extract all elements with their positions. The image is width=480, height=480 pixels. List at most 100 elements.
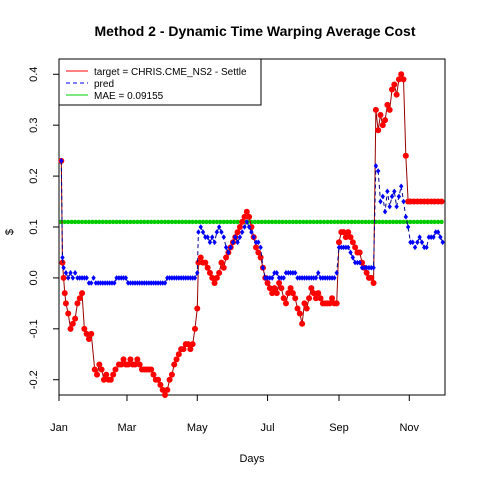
target-point <box>393 91 400 98</box>
mae-point <box>231 219 237 225</box>
pred-point <box>70 275 76 281</box>
target-point <box>62 300 69 307</box>
pred-point <box>148 280 154 286</box>
pred-point <box>431 234 436 240</box>
pred-point <box>89 280 94 286</box>
target-point <box>306 295 313 302</box>
pred-point <box>142 280 147 286</box>
pred-point <box>260 264 266 271</box>
pred-point <box>139 280 145 286</box>
mae-point <box>356 219 361 225</box>
mae-point <box>263 219 268 225</box>
mae-point <box>218 219 223 225</box>
target-point <box>382 117 389 124</box>
target-point <box>289 290 296 297</box>
pred-point <box>269 275 275 281</box>
mae-point <box>346 219 351 225</box>
pred-point <box>258 244 263 251</box>
mae-point <box>197 219 202 225</box>
mae-point <box>349 219 354 225</box>
target-point <box>352 244 359 251</box>
x-tick-label: May <box>187 422 208 434</box>
pred-point <box>410 239 415 246</box>
pred-point <box>272 270 277 276</box>
target-point <box>287 285 294 292</box>
target-point <box>173 356 180 363</box>
pred-point <box>66 275 71 281</box>
pred-point <box>325 275 330 281</box>
target-point <box>94 371 101 378</box>
target-point <box>239 218 246 225</box>
mae-point <box>283 219 289 225</box>
pred-point <box>172 275 177 281</box>
pred-point <box>214 229 220 235</box>
target-point <box>209 274 216 281</box>
target-point <box>185 341 192 348</box>
pred-point <box>207 239 213 246</box>
mae-point <box>100 219 105 225</box>
pred-point <box>438 234 443 240</box>
pred-point <box>382 208 388 215</box>
pred-point <box>440 239 445 246</box>
pred-point <box>435 229 441 235</box>
target-point <box>264 280 271 286</box>
target-point <box>65 310 72 317</box>
pred-point <box>422 244 427 251</box>
pred-point <box>357 259 362 266</box>
pred-point <box>299 275 305 281</box>
mae-point <box>394 219 399 225</box>
target-point <box>243 208 250 215</box>
pred-point <box>61 264 66 271</box>
target-point <box>255 249 262 256</box>
pred-point <box>169 275 175 281</box>
pred-point <box>392 188 397 195</box>
pred-point <box>389 193 395 200</box>
pred-point <box>190 275 195 281</box>
pred-point <box>188 275 193 281</box>
pred-point <box>408 239 413 246</box>
pred-point <box>183 275 188 281</box>
target-point <box>236 224 243 230</box>
mae-point <box>370 219 375 225</box>
pred-point <box>380 193 385 200</box>
legend-label-pred: pred <box>94 79 114 90</box>
target-point <box>127 356 134 363</box>
pred-point <box>151 280 156 286</box>
mae-point <box>301 219 306 225</box>
mae-point <box>90 219 95 225</box>
target-point <box>301 300 308 307</box>
target-point <box>136 361 143 368</box>
mae-point <box>66 219 71 225</box>
mae-point <box>342 219 347 225</box>
target-point <box>59 259 66 266</box>
target-point <box>197 254 204 261</box>
mae-point <box>352 219 358 225</box>
pred-point <box>79 275 85 281</box>
pred-point <box>329 275 335 281</box>
pred-point <box>350 254 356 261</box>
target-point <box>282 300 289 307</box>
pred-point <box>265 275 270 281</box>
mae-point <box>304 219 309 225</box>
target-point <box>257 254 264 261</box>
pred-point <box>162 280 168 286</box>
target-point <box>266 285 273 292</box>
mae-point <box>435 219 441 225</box>
pred-point <box>336 244 342 251</box>
pred-point <box>226 249 231 256</box>
pred-point <box>313 275 319 281</box>
pred-point <box>123 275 129 281</box>
mae-point <box>390 219 396 225</box>
pred-point <box>237 234 243 240</box>
mae-point <box>145 219 150 225</box>
mae-point <box>228 219 233 225</box>
y-tick-label: -0.1 <box>28 319 40 338</box>
mae-point <box>401 219 406 225</box>
mae-point <box>280 219 285 225</box>
legend-box <box>58 58 262 106</box>
mae-point <box>79 219 85 225</box>
target-point <box>216 269 223 276</box>
pred-point <box>293 270 298 276</box>
mae-point <box>269 219 275 225</box>
mae-point <box>211 219 216 225</box>
